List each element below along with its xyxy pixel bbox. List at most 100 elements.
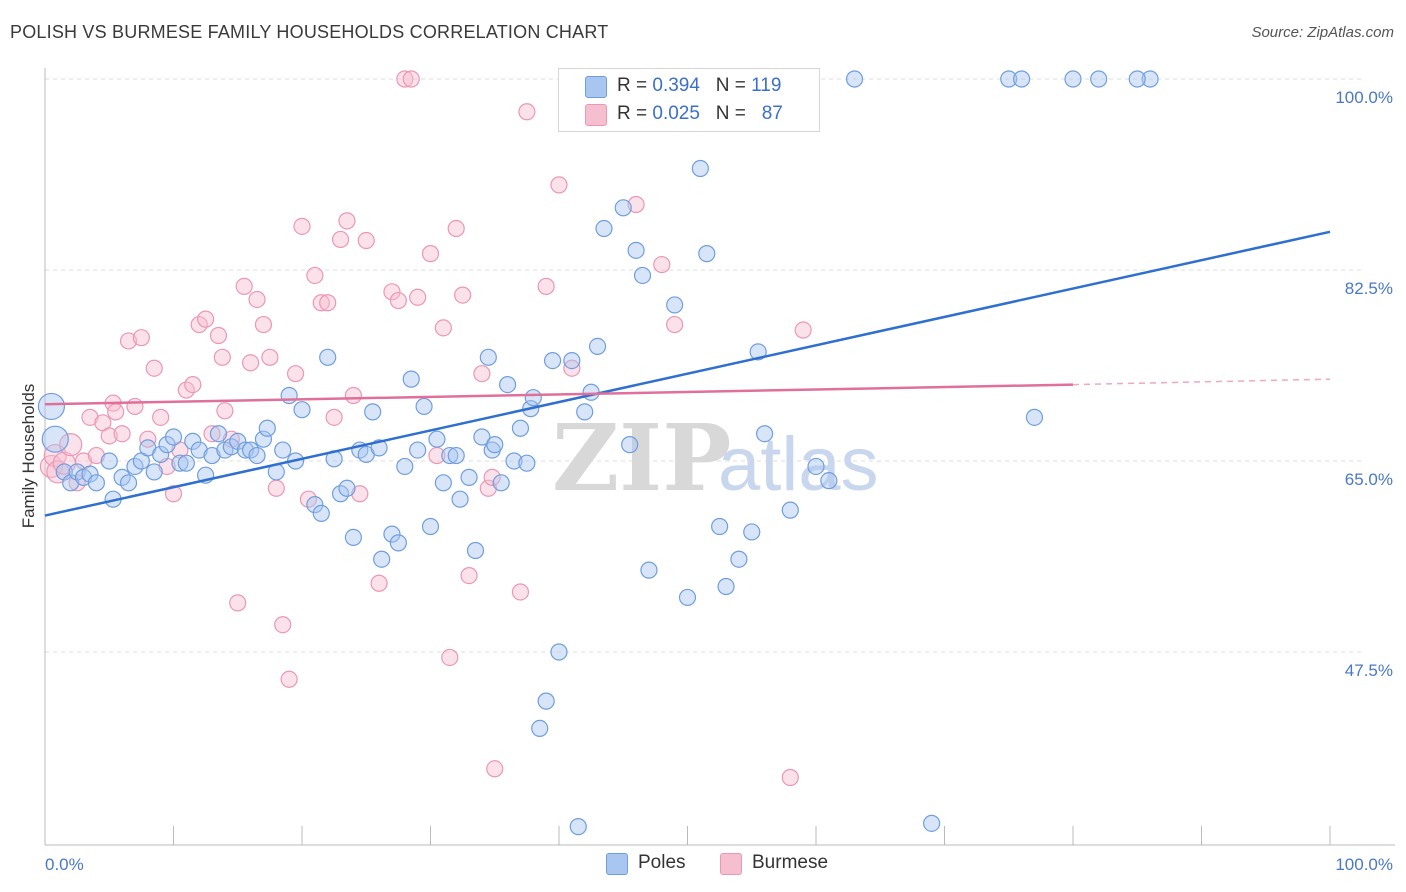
burmese-point <box>306 266 324 285</box>
correlation-legend: R = 0.394 N = 119 R = 0.025 N = 87 <box>558 68 820 132</box>
poles-point <box>254 430 273 448</box>
poles-point <box>582 383 600 401</box>
burmese-point <box>209 326 228 345</box>
poles-point <box>531 719 549 738</box>
poles-point <box>666 296 684 314</box>
y-tick-labels: 47.5% 65.0% 82.5% 100.0% <box>1335 88 1393 680</box>
burmese-point <box>370 574 388 592</box>
poles-point <box>145 463 163 481</box>
burmese-point <box>216 402 234 420</box>
burmese-point <box>152 408 170 426</box>
poles-legend-swatch <box>606 853 628 875</box>
burmese-point <box>653 255 671 274</box>
burmese-point <box>280 670 298 688</box>
poles-point <box>383 525 401 543</box>
poles-point <box>576 403 594 421</box>
burmese-point <box>87 446 106 465</box>
poles-point <box>543 351 562 370</box>
poles-point <box>312 504 330 522</box>
poles-point <box>184 432 202 450</box>
poles-point <box>203 446 221 465</box>
y-axis-title: Family Households <box>19 384 38 529</box>
poles-point <box>563 351 581 370</box>
legend-poles-r-label: R = <box>617 75 653 96</box>
legend-burmese-r-label: R = <box>617 103 653 124</box>
burmese-point <box>794 321 812 339</box>
burmese-point <box>483 468 501 486</box>
poles-point <box>280 386 298 405</box>
burmese-point <box>447 219 465 238</box>
poles-point <box>1064 70 1082 88</box>
burmese-point <box>267 479 285 497</box>
poles-point <box>807 457 825 476</box>
burmese-point <box>511 583 530 601</box>
burmese-point <box>460 566 478 585</box>
poles-point <box>55 463 73 481</box>
poles-point <box>209 425 228 443</box>
poles-trend-line <box>44 230 1331 517</box>
poles-point <box>171 454 189 472</box>
poles-point <box>319 348 337 366</box>
poles-point <box>845 70 864 88</box>
burmese-point <box>235 277 253 295</box>
burmese-point <box>331 230 350 249</box>
poles-point <box>409 441 427 459</box>
burmese-point <box>434 319 452 337</box>
poles-point <box>1128 70 1146 88</box>
poles-point <box>640 561 658 579</box>
y-tick-label: 100.0% <box>1335 88 1393 107</box>
watermark-atlas: atlas <box>718 422 879 507</box>
poles-point <box>524 389 542 407</box>
burmese-trend-extension <box>1072 378 1331 386</box>
poles-point <box>389 534 407 552</box>
burmese-point <box>781 768 799 787</box>
burmese-point <box>59 433 83 457</box>
burmese-point <box>126 397 144 416</box>
poles-point <box>743 523 761 541</box>
poles-legend-label: Poles <box>638 852 686 873</box>
y-tick-label: 65.0% <box>1345 470 1393 489</box>
burmese-point <box>81 408 99 426</box>
poles-point <box>698 245 716 263</box>
burmese-point <box>293 217 311 235</box>
poles-point <box>755 425 774 443</box>
y-tick-label: 82.5% <box>1345 279 1393 298</box>
poles-point <box>781 501 799 519</box>
poles-point <box>749 343 767 361</box>
poles-point <box>415 397 433 416</box>
poles-point <box>595 219 613 238</box>
burmese-point <box>550 176 568 194</box>
burmese-point <box>666 315 684 334</box>
poles-point <box>152 445 170 464</box>
burmese-point <box>197 310 215 328</box>
poles-point <box>588 337 607 355</box>
y-tick-label: 47.5% <box>1345 661 1393 680</box>
burmese-point <box>338 212 356 230</box>
burmese-point <box>357 231 375 250</box>
poles-point <box>41 425 69 453</box>
poles-point <box>81 465 99 483</box>
poles-point <box>730 550 748 568</box>
burmese-point <box>351 485 369 503</box>
burmese-point <box>248 290 266 309</box>
burmese-point <box>473 365 491 383</box>
poles-point <box>373 550 391 568</box>
poles-point <box>820 472 838 490</box>
legend-poles-n-label: N = <box>715 75 752 96</box>
burmese-point <box>383 283 401 301</box>
legend-poles-n-value: 119 <box>751 75 782 96</box>
poles-point <box>691 159 709 178</box>
burmese-point <box>119 332 138 350</box>
poles-point <box>37 392 66 421</box>
burmese-point <box>261 348 279 366</box>
poles-point <box>293 401 311 419</box>
poles-point <box>499 376 517 394</box>
burmese-point <box>229 594 247 612</box>
burmese-point <box>254 315 273 334</box>
burmese-point <box>113 425 131 443</box>
poles-point <box>100 452 118 470</box>
burmese-point <box>479 479 497 497</box>
burmese-point <box>454 286 472 304</box>
burmese-point <box>396 70 414 88</box>
